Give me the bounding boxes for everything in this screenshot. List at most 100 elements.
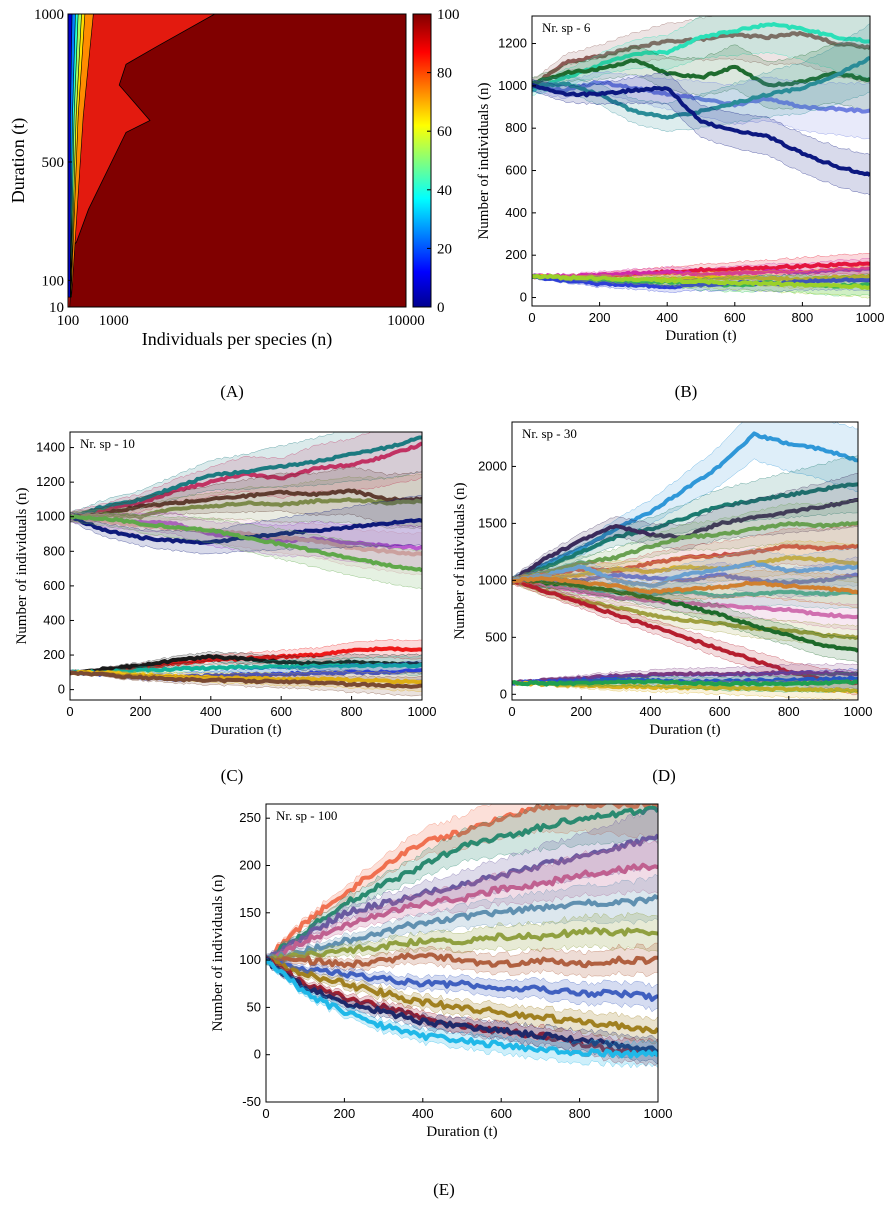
series-line-10 xyxy=(70,662,422,676)
series-line-7 xyxy=(70,514,422,573)
plot-frame xyxy=(511,421,859,701)
x-tick-label: 400 xyxy=(640,704,662,719)
x-tick-label: 200 xyxy=(130,704,152,719)
x-tick-label: 1000 xyxy=(408,704,437,719)
y-tick-label: 250 xyxy=(239,810,261,825)
series-line-9 xyxy=(70,654,422,676)
series-line-3 xyxy=(532,80,870,114)
series-band-0 xyxy=(266,804,658,965)
x-tick-label: 600 xyxy=(724,310,746,325)
series-line-5 xyxy=(266,927,658,964)
y-tick-label: 600 xyxy=(505,163,527,178)
colorbar-tick-label: 20 xyxy=(437,241,452,257)
y-tick-label: 600 xyxy=(43,578,65,593)
x-tick-label: 800 xyxy=(778,704,800,719)
series-line-11 xyxy=(266,959,658,1059)
x-tick-label: 200 xyxy=(334,1106,356,1121)
plot-area xyxy=(70,432,422,700)
x-tick-label: 600 xyxy=(490,1106,512,1121)
series-line-3 xyxy=(266,862,658,962)
caption-c: (C) xyxy=(220,766,244,785)
x-tick-label: 400 xyxy=(656,310,678,325)
y-tick-label: 2000 xyxy=(478,458,507,473)
y-tick-label: 150 xyxy=(239,905,261,920)
x-axis-label: Duration (t) xyxy=(210,722,281,738)
series-line-4 xyxy=(266,894,658,962)
y-tick-label: 1000 xyxy=(478,572,507,587)
caption-e: (E) xyxy=(433,1180,455,1199)
series-line-12 xyxy=(512,560,858,588)
series-line-13 xyxy=(70,670,422,689)
colorbar-tick-label: 80 xyxy=(437,66,452,82)
series-line-17 xyxy=(512,679,858,687)
series-line-11 xyxy=(532,273,870,290)
series-line-10 xyxy=(266,957,658,1055)
x-tick-label: 400 xyxy=(412,1106,434,1121)
x-axis-label: Duration (t) xyxy=(649,722,720,738)
y-tick-label: 500 xyxy=(485,629,507,644)
series-band-12 xyxy=(512,547,858,595)
series-line-5 xyxy=(70,514,422,557)
colorbar-tick-label: 100 xyxy=(437,7,460,23)
y-tick-label: 100 xyxy=(239,952,261,967)
panel-e: 0 200 400 600 800 1000 -50 0 50 100 150 200 250 Durat… xyxy=(200,790,688,1160)
y-tick-label: 1000 xyxy=(498,78,527,93)
x-tick-label: 600 xyxy=(270,704,292,719)
series-group xyxy=(512,422,858,700)
y-tick-label: 0 xyxy=(520,290,527,305)
y-tick-label: 800 xyxy=(505,120,527,135)
series-band-3 xyxy=(512,498,858,586)
series-band-3 xyxy=(70,473,422,530)
panel-c: 0 200 400 600 800 1000 0 200 400 600 800 1000 1200 14… xyxy=(0,410,440,750)
plot-area xyxy=(512,422,858,700)
series-line-2 xyxy=(266,833,658,962)
series-line-1 xyxy=(70,435,422,520)
x-tick-label: 1000 xyxy=(644,1106,673,1121)
colorbar xyxy=(412,13,432,308)
x-tick-label: 0 xyxy=(262,1106,269,1121)
series-line-7 xyxy=(266,957,658,1002)
y-axis-label: Number of individuals (n) xyxy=(452,482,468,639)
x-tick-label: 800 xyxy=(569,1106,591,1121)
x-tick-label: 600 xyxy=(709,704,731,719)
y-tick-label: 1000 xyxy=(34,7,64,23)
x-tick-label: 0 xyxy=(66,704,73,719)
x-tick-label: 1000 xyxy=(856,310,885,325)
x-tick-label: 800 xyxy=(792,310,814,325)
x-tick-label: 200 xyxy=(570,704,592,719)
series-line-1 xyxy=(512,482,858,583)
series-band-2 xyxy=(512,472,858,585)
colorbar-tick-label: 0 xyxy=(437,300,445,316)
panel-d: 0 200 400 600 800 1000 0 500 1000 1500 2000 Duratio… xyxy=(440,410,888,750)
y-tick-label: 0 xyxy=(254,1047,261,1062)
y-tick-label: 0 xyxy=(58,682,65,697)
caption-b: (B) xyxy=(674,382,698,401)
series-line-3 xyxy=(70,497,422,520)
plot-frame xyxy=(531,15,871,307)
y-tick-label: 800 xyxy=(43,543,65,558)
y-tick-label: 200 xyxy=(505,247,527,262)
series-band-5 xyxy=(532,72,870,196)
y-tick-label: 500 xyxy=(42,155,65,171)
colorbar-tick-label: 40 xyxy=(437,183,452,199)
species-count-annotation: Nr. sp - 30 xyxy=(522,426,577,441)
x-tick-label: 10000 xyxy=(387,313,425,329)
y-tick-label: 1500 xyxy=(478,515,507,530)
series-line-10 xyxy=(512,577,858,653)
panel-a: 100 1000 10000 10 100 500 1000 Individuals per … xyxy=(0,0,470,360)
plot-frame xyxy=(67,13,407,308)
line-chart-e: 0 200 400 600 800 1000-50050100150200250Durat… xyxy=(210,803,673,1140)
x-tick-label: 100 xyxy=(57,313,80,329)
y-axis-label: Duration (t) xyxy=(8,118,29,203)
series-line-13 xyxy=(512,575,858,595)
series-band-4 xyxy=(266,873,658,964)
series-group xyxy=(532,16,870,299)
panel-b: 0 200 400 600 800 1000 0 200 400 600 800 1000 1200 Du… xyxy=(470,0,888,370)
x-tick-label: 200 xyxy=(589,310,611,325)
x-tick-label: 0 xyxy=(508,704,515,719)
series-band-1 xyxy=(266,804,658,965)
caption-a: (A) xyxy=(220,382,244,401)
y-axis-label: Number of individuals (n) xyxy=(476,82,492,239)
x-tick-label: 1000 xyxy=(844,704,873,719)
line-chart-d: 0 200 400 600 800 1000 0 500 1000 1500 2000 Duratio… xyxy=(452,421,873,738)
